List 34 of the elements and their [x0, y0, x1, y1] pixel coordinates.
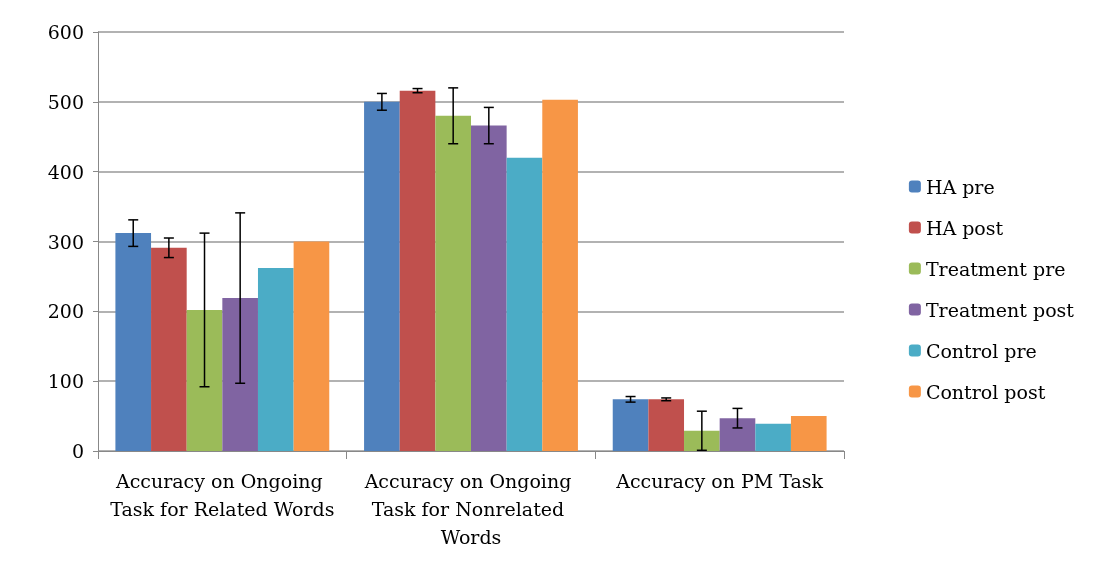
bar [506, 157, 543, 451]
bar [186, 309, 223, 451]
y-tick-label: 100 [47, 370, 84, 393]
y-tick-label: 600 [47, 21, 84, 43]
bar [790, 416, 827, 451]
bar [293, 241, 330, 451]
bar [648, 399, 685, 451]
bar [612, 399, 649, 451]
y-tick-label: 400 [47, 160, 84, 183]
legend-label: Control pre [925, 339, 1037, 362]
bar [684, 430, 720, 451]
x-tick-label: Accuracy on Ongoing Task for Nonrelated Words [363, 470, 578, 548]
y-tick-label: 300 [47, 230, 84, 253]
bar [257, 268, 294, 451]
legend-label: Control post [925, 380, 1046, 403]
legend-label: Treatment pre [925, 257, 1066, 280]
bar [755, 423, 791, 451]
bar [542, 99, 578, 451]
y-tick-label: 0 [71, 440, 84, 462]
x-tick-label: Accuracy on Ongoing Task for Related Words [110, 470, 335, 520]
bar [719, 418, 756, 451]
bar [222, 298, 258, 451]
legend-label: HA post [925, 216, 1004, 239]
y-tick-label: 500 [47, 90, 84, 113]
bar [151, 247, 187, 451]
bar [115, 233, 152, 451]
bar [435, 115, 471, 451]
y-tick-label: 200 [47, 300, 84, 323]
x-tick-label: Accuracy on PM Task [615, 470, 824, 492]
bar [399, 90, 436, 451]
legend-label: HA pre [925, 175, 995, 198]
legend-label: Treatment post [925, 298, 1075, 321]
bar [364, 101, 400, 451]
bar [471, 125, 507, 451]
